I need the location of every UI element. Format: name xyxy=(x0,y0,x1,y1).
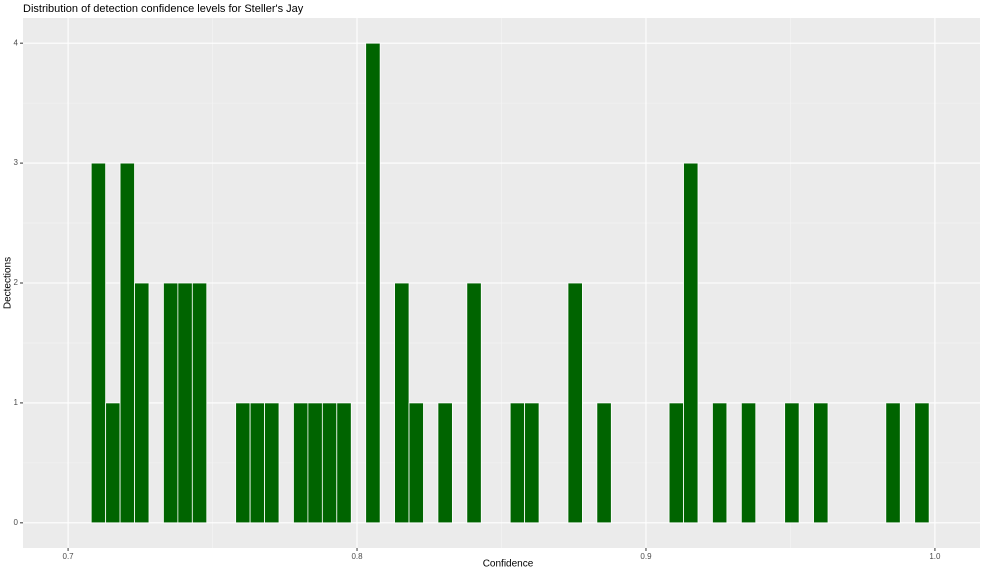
chart-title: Distribution of detection confidence lev… xyxy=(23,3,304,15)
bar xyxy=(466,282,482,524)
bar xyxy=(567,282,583,524)
bar xyxy=(191,282,208,524)
bar xyxy=(235,402,251,524)
x-tick-label: 0.9 xyxy=(640,552,652,561)
bar xyxy=(668,402,684,524)
bar xyxy=(813,402,829,524)
bar xyxy=(90,162,107,524)
bar xyxy=(321,402,338,524)
bar xyxy=(596,402,612,524)
bar xyxy=(683,162,699,524)
bar xyxy=(784,402,800,524)
bar xyxy=(307,402,323,524)
bar xyxy=(408,402,424,524)
bar xyxy=(524,402,540,524)
bar xyxy=(264,402,280,524)
y-tick-label: 3 xyxy=(14,158,19,167)
y-tick-label: 2 xyxy=(14,278,19,287)
x-tick-label: 0.7 xyxy=(63,552,75,561)
bar xyxy=(885,402,901,524)
bar xyxy=(134,282,150,524)
bar xyxy=(249,402,265,524)
bar xyxy=(365,42,381,524)
bar xyxy=(509,402,526,524)
bar xyxy=(394,282,410,524)
bar xyxy=(740,402,757,524)
y-tick-label: 1 xyxy=(14,398,19,407)
x-axis-title: Confidence xyxy=(483,559,534,570)
bar xyxy=(119,162,135,524)
bar xyxy=(105,402,121,524)
bar xyxy=(163,282,179,524)
y-tick-label: 4 xyxy=(14,38,19,47)
bar xyxy=(336,402,352,524)
y-axis-title: Dectections xyxy=(3,257,14,309)
bar xyxy=(293,402,309,524)
x-tick-label: 1.0 xyxy=(929,552,941,561)
bar xyxy=(712,402,728,524)
bar xyxy=(914,402,930,524)
y-tick-label: 0 xyxy=(14,518,19,527)
bar xyxy=(437,402,453,524)
x-tick-label: 0.8 xyxy=(351,552,363,561)
bar xyxy=(177,282,193,524)
